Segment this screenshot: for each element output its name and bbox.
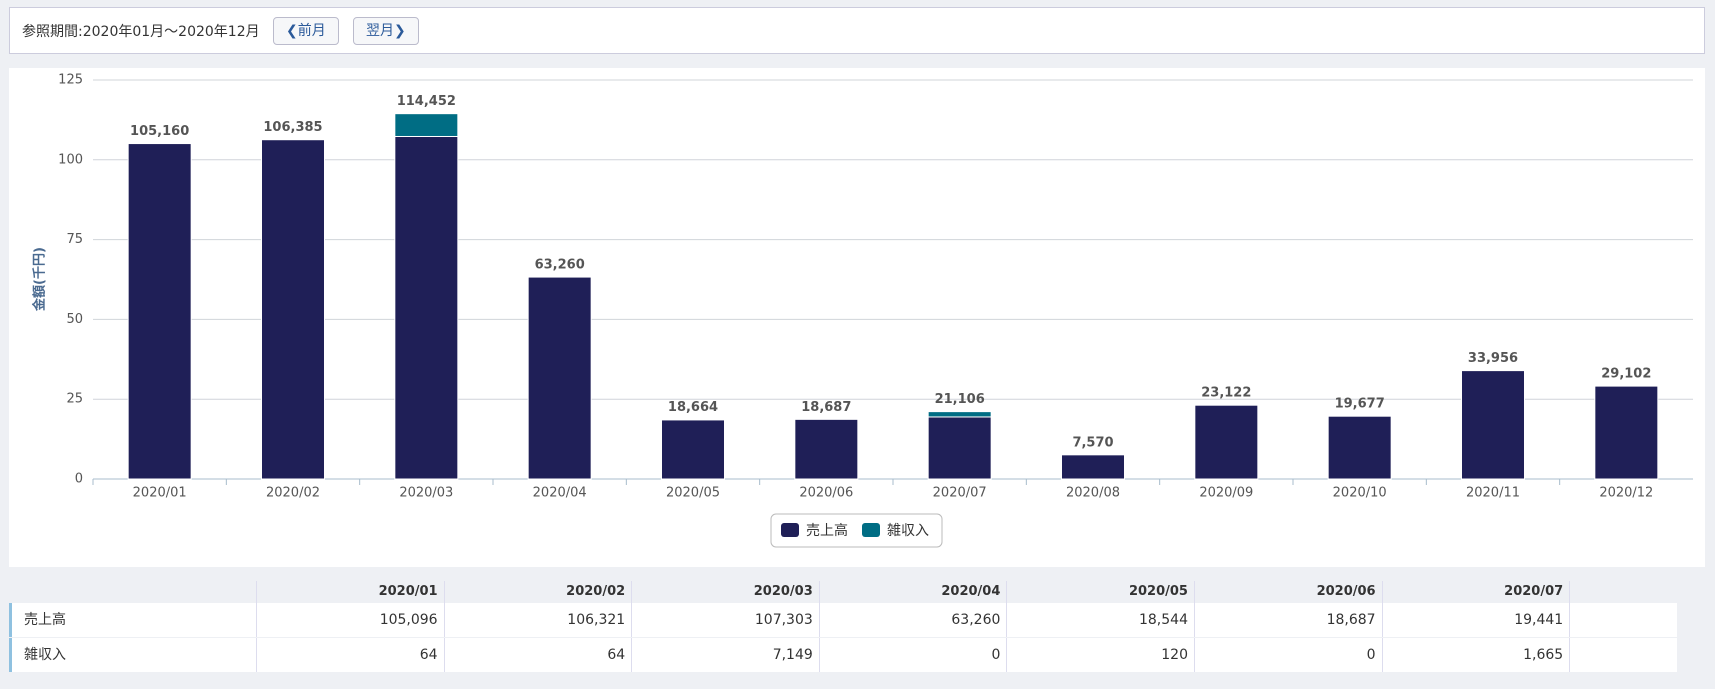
x-tick-label: 2020/03 <box>399 486 453 501</box>
y-tick-label: 125 <box>58 73 83 88</box>
table-cell: 7,149 <box>632 638 820 672</box>
column-header: 2020/08 <box>1570 581 1677 603</box>
table-cell: 0 <box>819 638 1008 672</box>
next-button[interactable]: 翌月❯ <box>353 17 419 45</box>
chart: 金額(千円) 0 25 50 75 100 125 2020/01 105,160 2020/0… <box>32 73 1693 548</box>
legend-label: 雑収入 <box>887 523 929 539</box>
bar-segment <box>794 418 859 480</box>
x-tick-label: 2020/12 <box>1599 486 1653 501</box>
prev-button[interactable]: ❮前月 <box>273 17 339 45</box>
y-tick-label: 100 <box>58 152 83 167</box>
bar-segment <box>394 135 459 480</box>
table-cell: 107,303 <box>632 603 820 637</box>
bar-segment <box>1327 415 1392 480</box>
x-tick-label: 2020/09 <box>1199 486 1253 501</box>
legend-swatch <box>862 523 880 537</box>
x-tick-label: 2020/11 <box>1466 486 1520 501</box>
table-cell: 120 <box>1007 638 1195 672</box>
column-header: 2020/04 <box>819 581 1008 603</box>
legend-box <box>770 513 943 548</box>
x-tick-label: 2020/05 <box>666 486 720 501</box>
bar-segment <box>394 113 459 137</box>
total-label: 105,160 <box>130 124 189 139</box>
total-label: 63,260 <box>535 258 585 273</box>
table-cell: 18,544 <box>1007 603 1195 637</box>
x-tick-label: 2020/08 <box>1066 486 1120 501</box>
total-label: 19,677 <box>1335 397 1385 412</box>
total-label: 18,687 <box>801 400 851 415</box>
total-label: 21,106 <box>935 392 985 407</box>
column-header: 2020/07 <box>1382 581 1571 603</box>
bar-segment <box>927 411 992 418</box>
y-tick-label: 0 <box>75 472 83 487</box>
column-header: 2020/06 <box>1195 581 1383 603</box>
bar-segment <box>527 276 592 480</box>
y-tick-label: 50 <box>66 312 83 327</box>
next-label[interactable]: 翌月 <box>366 23 394 39</box>
table-cell: 105,096 <box>257 603 445 637</box>
table-cell: 19,441 <box>1382 603 1571 637</box>
total-label: 7,570 <box>1072 435 1113 450</box>
table-cell: 1,665 <box>1382 638 1571 672</box>
period-text: 参照期間:2020年01月～2020年12月 <box>22 24 260 40</box>
column-header: 2020/01 <box>257 581 445 603</box>
table-cell: 64 <box>444 638 633 672</box>
column-header: 2020/05 <box>1007 581 1195 603</box>
y-axis-label: 金額(千円) <box>32 247 48 312</box>
y-tick-label: 75 <box>66 232 83 247</box>
total-label: 23,122 <box>1201 386 1251 401</box>
total-label: 18,664 <box>668 400 718 415</box>
total-label: 33,956 <box>1468 351 1518 366</box>
bar-segment <box>1461 370 1525 480</box>
table-cell <box>1570 638 1677 672</box>
period-bar: 参照期間:2020年01月～2020年12月 ❮前月 翌月❯ <box>9 7 1705 54</box>
bar-segment <box>1061 454 1125 480</box>
table-cell: 63,260 <box>819 603 1008 637</box>
y-tick-label: 25 <box>66 392 83 407</box>
x-tick-label: 2020/04 <box>533 486 587 501</box>
x-tick-label: 2020/07 <box>933 486 987 501</box>
data-table: 2020/01 2020/02 2020/03 2020/04 2020/05 2020/… <box>9 581 1677 672</box>
bar-segment <box>1594 385 1659 480</box>
bar-segment <box>927 416 992 480</box>
x-tick-label: 2020/06 <box>799 486 853 501</box>
total-label: 29,102 <box>1601 367 1651 382</box>
row-label: 雑収入 <box>9 638 257 672</box>
table-cell: 18,687 <box>1195 603 1383 637</box>
prev-label[interactable]: 前月 <box>297 23 326 39</box>
x-tick-label: 2020/10 <box>1333 486 1387 501</box>
bar-segment <box>1194 404 1259 480</box>
bar-segment <box>661 419 725 480</box>
x-tick-label: 2020/02 <box>266 486 320 501</box>
legend-label: 売上高 <box>806 522 848 539</box>
bar-segment <box>261 139 325 480</box>
row-label: 売上高 <box>9 603 257 637</box>
column-header: 2020/02 <box>444 581 633 603</box>
total-label: 114,452 <box>397 94 456 109</box>
table-cell: 64 <box>257 638 445 672</box>
table-cell: 106,321 <box>444 603 633 637</box>
legend-swatch <box>781 523 799 537</box>
total-label: 106,385 <box>263 120 322 135</box>
header-cell <box>9 581 257 603</box>
table-cell: 0 <box>1195 638 1383 672</box>
table-cell <box>1570 603 1677 637</box>
x-tick-label: 2020/01 <box>133 486 187 501</box>
bar-segment <box>127 143 192 480</box>
column-header: 2020/03 <box>632 581 820 603</box>
